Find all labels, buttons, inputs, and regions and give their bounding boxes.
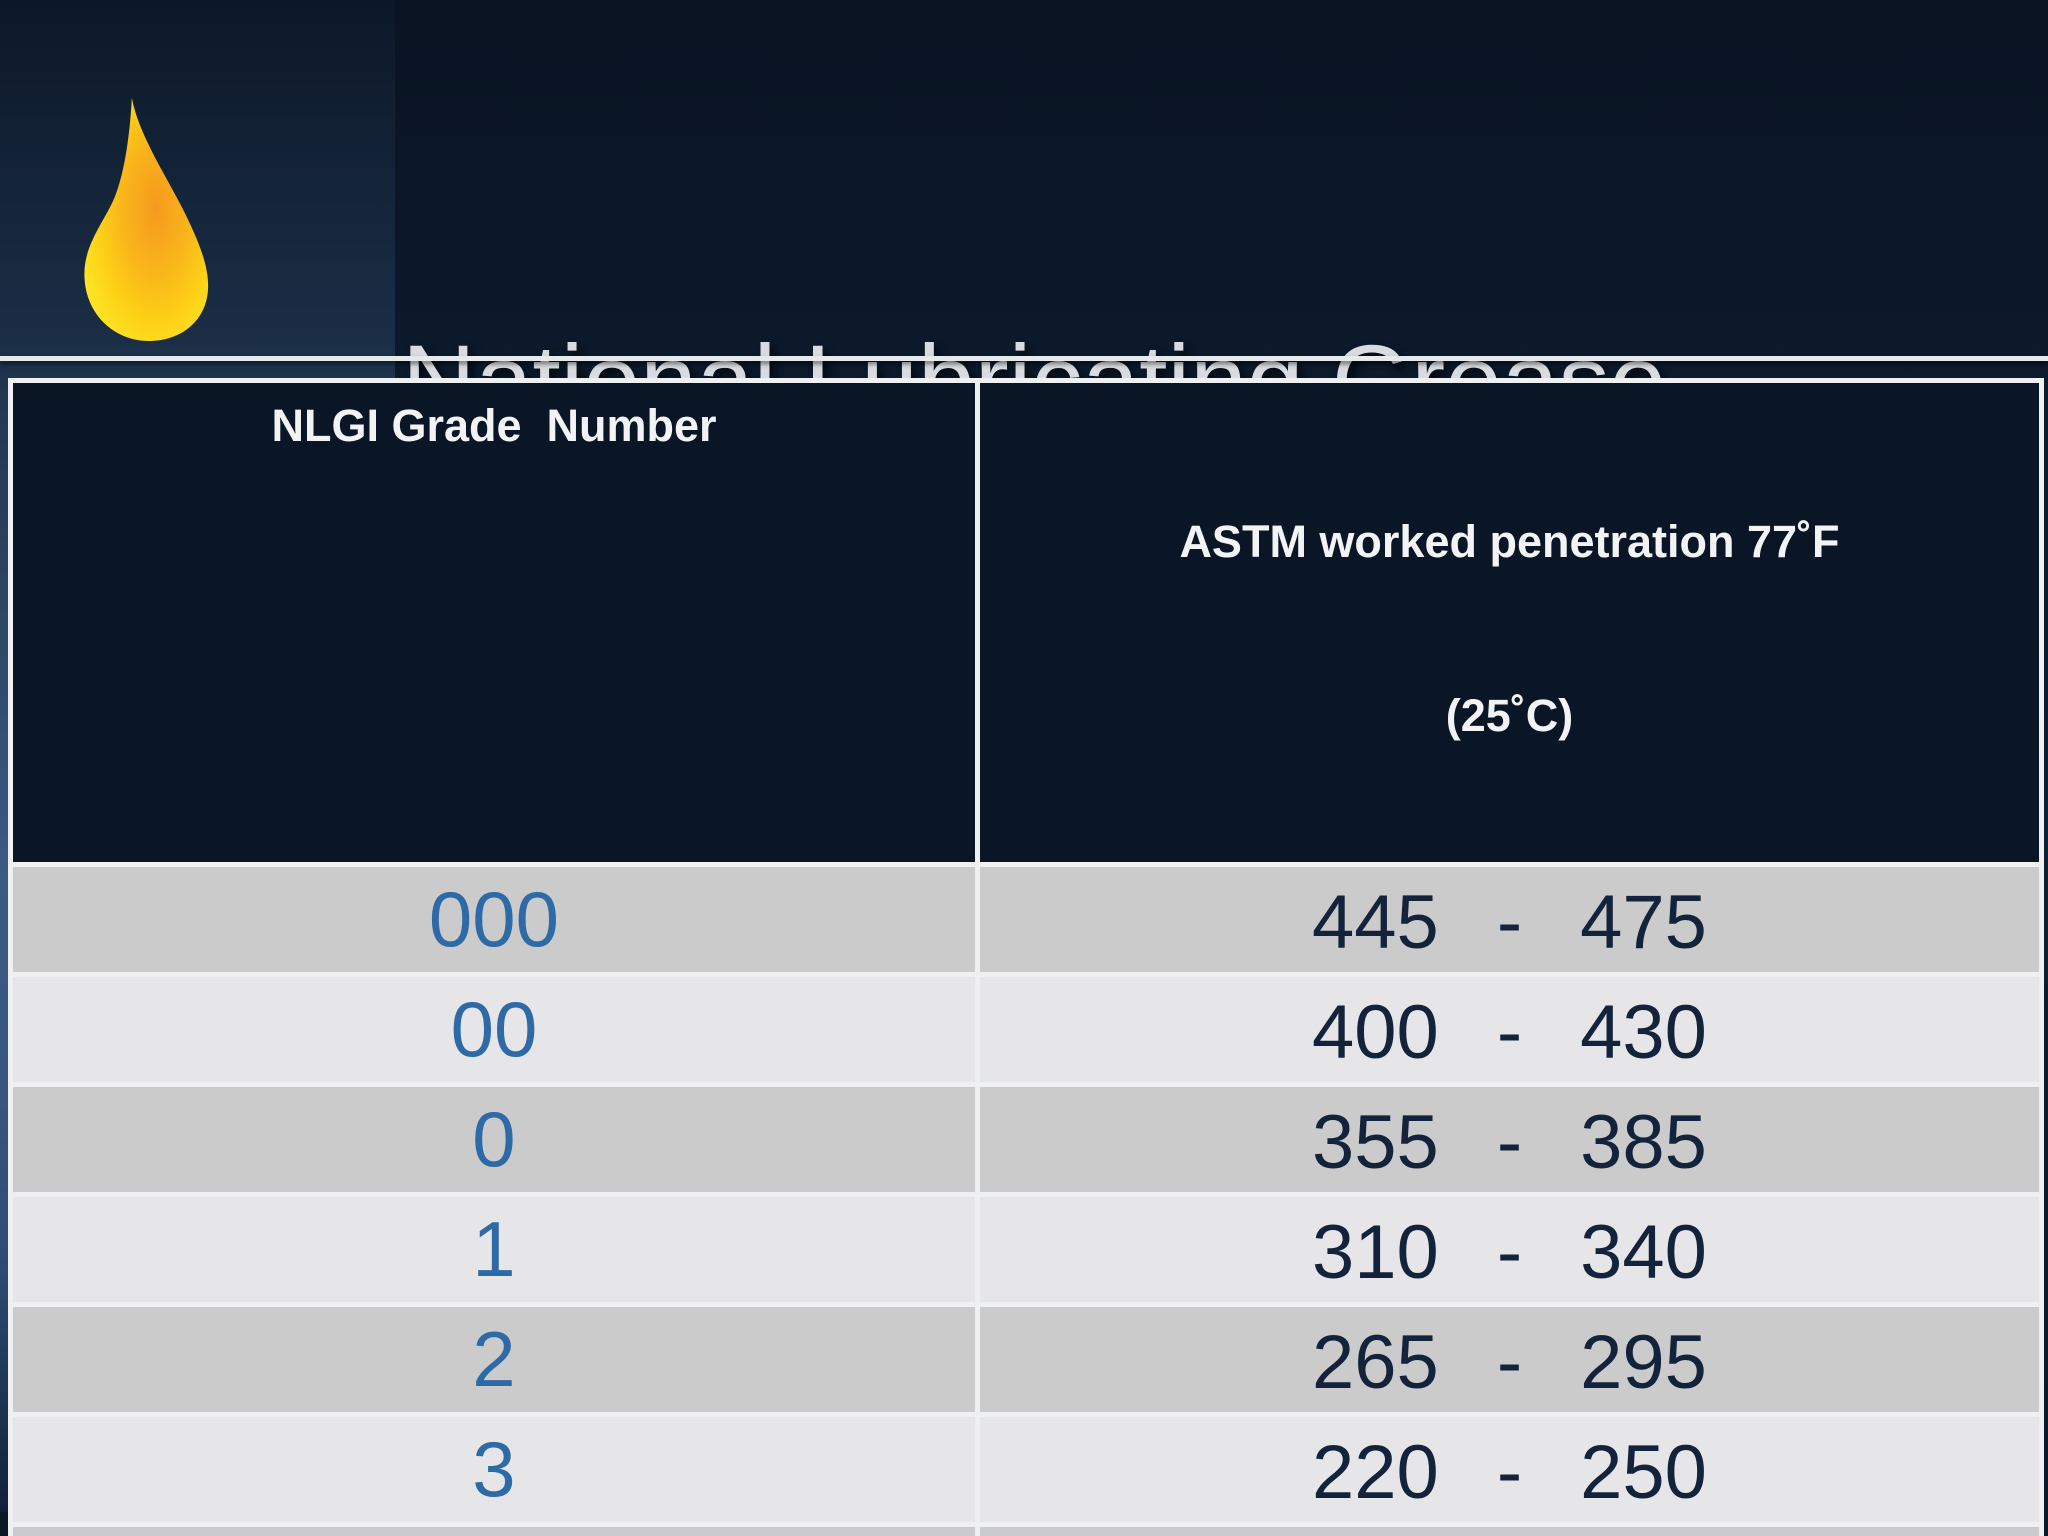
grade-value: 1	[13, 1197, 975, 1302]
table-header-row: NLGI Grade Number ASTM worked penetratio…	[13, 383, 2039, 862]
range-dash: -	[1496, 879, 1523, 965]
range-min: 220	[1312, 1429, 1439, 1515]
grade-value: 000	[13, 867, 975, 972]
table-row: 000 445-475	[13, 867, 2039, 972]
range-dash: -	[1496, 1319, 1523, 1405]
range-min: 400	[1312, 989, 1439, 1075]
penetration-range: 445-475	[979, 867, 2039, 972]
range-min: 265	[1312, 1319, 1439, 1405]
range-dash: -	[1496, 1429, 1523, 1515]
flame-icon	[82, 96, 224, 343]
table-row: 0 355-385	[13, 1087, 2039, 1192]
penetration-range: 310-340	[979, 1197, 2039, 1302]
penetration-range: 355-385	[979, 1087, 2039, 1192]
penetration-range: 220-250	[979, 1417, 2039, 1522]
table-row: 00 400-430	[13, 977, 2039, 1082]
penetration-range: 265-295	[979, 1307, 2039, 1412]
range-max: 340	[1580, 1209, 1707, 1295]
nlgi-grades-table: NLGI Grade Number ASTM worked penetratio…	[8, 378, 2044, 1536]
range-min: 355	[1312, 1099, 1439, 1185]
grade-value: 4	[13, 1527, 975, 1536]
table-row: 1 310-340	[13, 1197, 2039, 1302]
column-header-nlgi-grade: NLGI Grade Number	[13, 383, 975, 862]
table-row: 2 265-295	[13, 1307, 2039, 1412]
grade-value: 0	[13, 1087, 975, 1192]
range-dash: -	[1496, 989, 1523, 1075]
astm-header-line-1: ASTM worked penetration 77˚F	[1179, 516, 1840, 567]
table-row: 3 220-250	[13, 1417, 2039, 1522]
penetration-range: 175-205	[979, 1527, 2039, 1536]
range-max: 430	[1580, 989, 1707, 1075]
table-row: 4 175-205	[13, 1527, 2039, 1536]
range-max: 385	[1580, 1099, 1707, 1185]
range-max: 295	[1580, 1319, 1707, 1405]
range-dash: -	[1496, 1099, 1523, 1185]
range-min: 445	[1312, 879, 1439, 965]
grade-value: 2	[13, 1307, 975, 1412]
astm-header-line-2: (25˚C)	[1445, 690, 1574, 741]
range-max: 475	[1580, 879, 1707, 965]
grade-value: 3	[13, 1417, 975, 1522]
range-max: 250	[1580, 1429, 1707, 1515]
range-dash: -	[1496, 1209, 1523, 1295]
column-header-astm-penetration: ASTM worked penetration 77˚F (25˚C)	[979, 383, 2039, 862]
penetration-range: 400-430	[979, 977, 2039, 1082]
grade-value: 00	[13, 977, 975, 1082]
title-underline-divider	[0, 356, 2048, 361]
range-min: 310	[1312, 1209, 1439, 1295]
